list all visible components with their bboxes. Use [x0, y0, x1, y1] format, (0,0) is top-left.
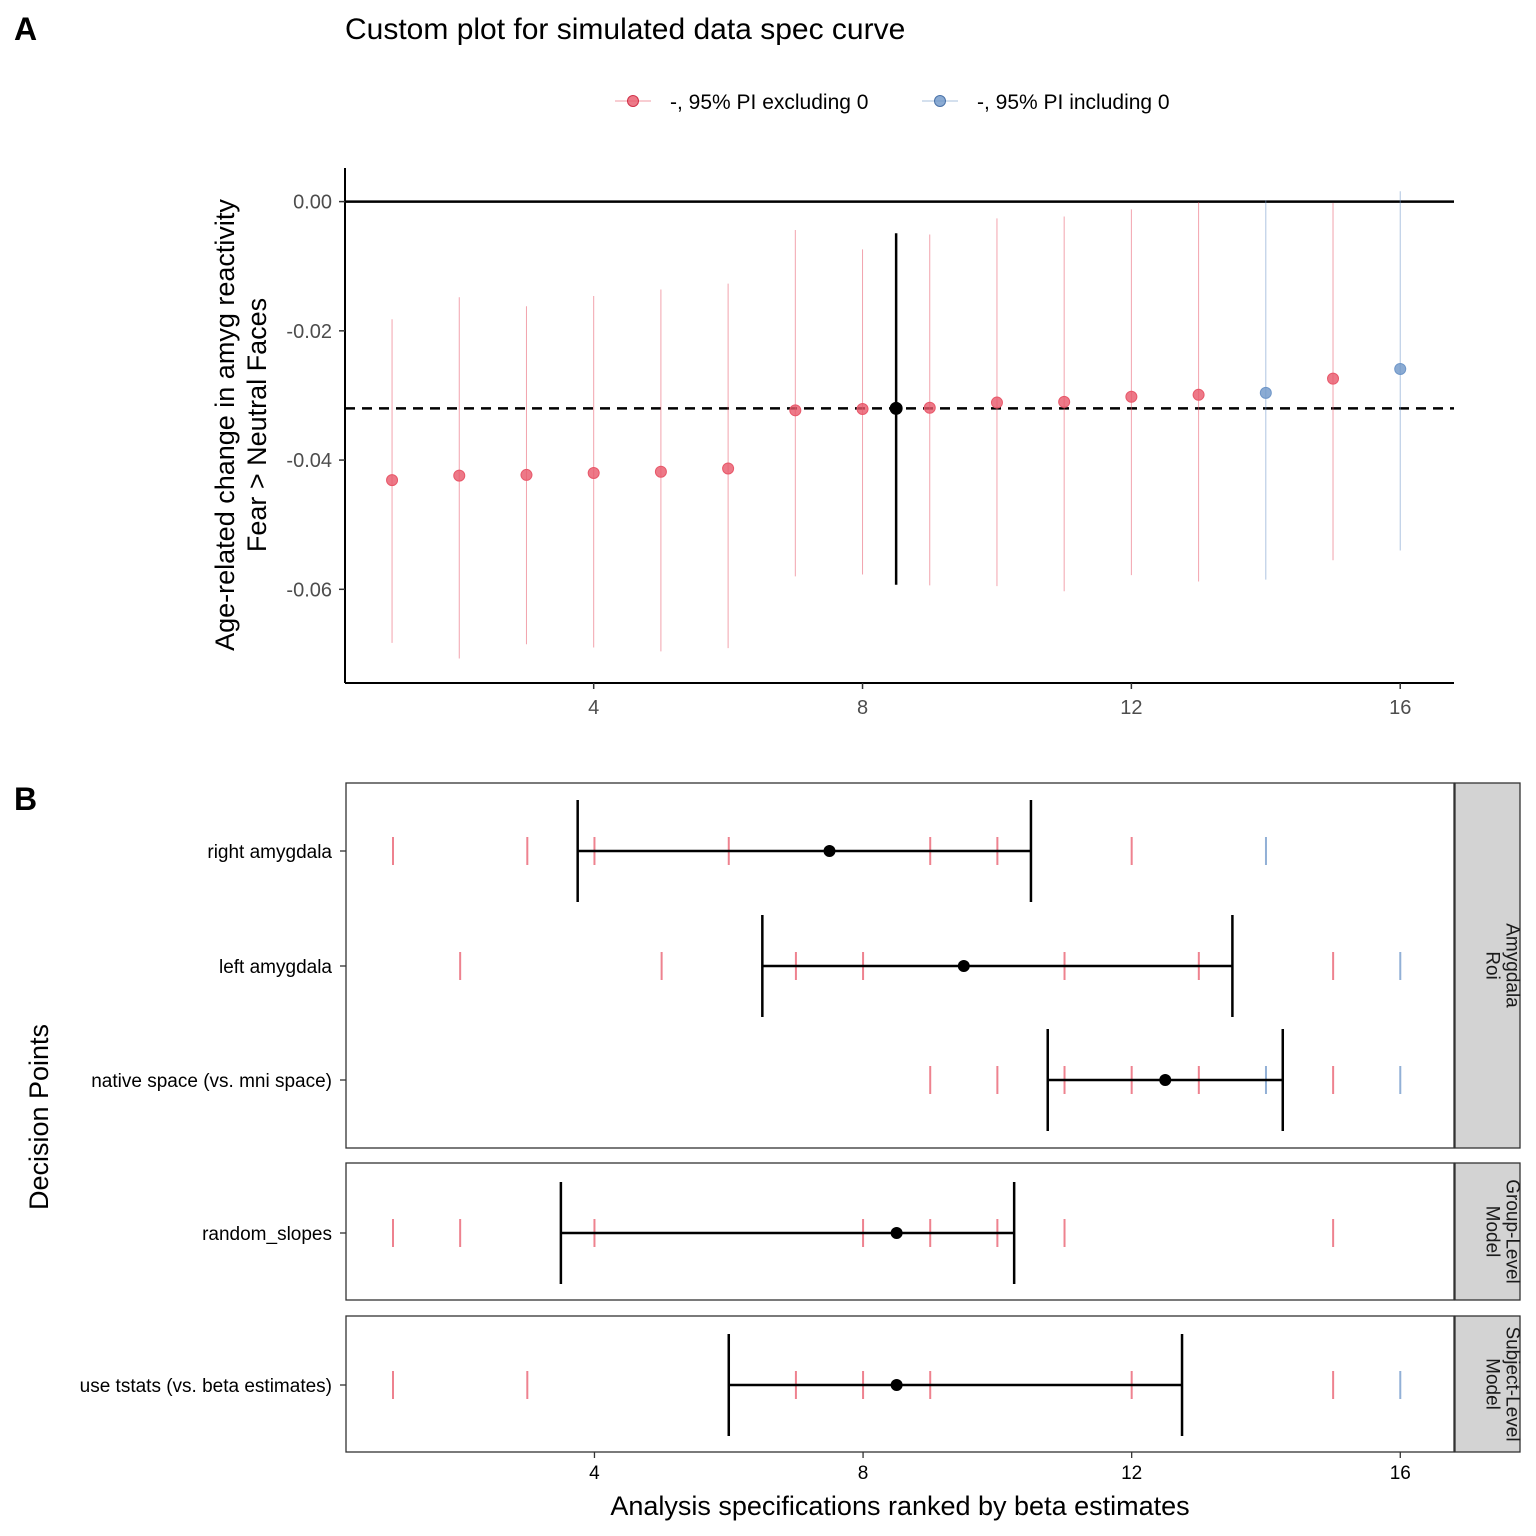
- y-axis-title-line2: Fear > Neutral Faces: [242, 298, 272, 552]
- facet-strip-label-line2: Roi: [1482, 951, 1503, 980]
- estimate-point: [520, 468, 533, 481]
- estimate-point: [453, 469, 466, 482]
- facet-strip: [1454, 1162, 1521, 1301]
- x-tick-label: 12: [1120, 697, 1142, 719]
- decision-row-label: use tstats (vs. beta estimates): [80, 1376, 332, 1397]
- facet-strip-label: AmygdalaRoi: [1482, 923, 1523, 1008]
- y-tick-label: -0.04: [286, 450, 332, 472]
- legend-key-point-including: [934, 95, 946, 107]
- panel-b-plot: AmygdalaRoi right amygdala left amygdala na…: [80, 782, 1523, 1484]
- range-center-point: [823, 845, 836, 857]
- estimate-point: [587, 466, 600, 479]
- facet-strip-label-line2: Model: [1482, 1358, 1503, 1410]
- legend-item-including: -, 95% PI including 0: [922, 91, 1170, 114]
- legend: -, 95% PI excluding 0 -, 95% PI includin…: [615, 91, 1170, 114]
- facet-strip: [1454, 1315, 1521, 1453]
- facet-strip-label-line1: Amygdala: [1502, 923, 1523, 1008]
- x-axis-title-b: Analysis specifications ranked by beta e…: [610, 1491, 1189, 1521]
- estimate-point: [990, 396, 1003, 409]
- estimate-point: [1125, 390, 1138, 403]
- estimate-point: [386, 474, 399, 487]
- range-center-point: [957, 960, 970, 972]
- range-center-point: [1159, 1074, 1172, 1086]
- estimate-point: [1394, 362, 1407, 375]
- range-center-point: [890, 1227, 903, 1239]
- legend-key-point-excluding: [627, 95, 639, 107]
- x-tick-label: 8: [858, 1463, 869, 1484]
- x-tick-label: 8: [857, 697, 868, 719]
- x-tick-label: 12: [1121, 1463, 1142, 1484]
- decision-row-label: right amygdala: [207, 842, 332, 863]
- estimate-point: [856, 403, 869, 416]
- chart-title: Custom plot for simulated data spec curv…: [345, 13, 905, 46]
- legend-label-excluding: -, 95% PI excluding 0: [670, 91, 868, 114]
- x-tick-label: 4: [588, 697, 599, 719]
- panel-a-letter: A: [14, 11, 37, 47]
- estimate-point: [789, 404, 802, 417]
- panel-b-letter: B: [14, 781, 37, 817]
- decision-row-label: random_slopes: [202, 1224, 332, 1245]
- y-axis-title-a: Age-related change in amyg reactivity Fe…: [210, 199, 272, 651]
- y-tick-label: -0.06: [286, 579, 332, 601]
- decision-row-label: left amygdala: [219, 957, 332, 978]
- x-tick-label: 16: [1389, 697, 1411, 719]
- estimate-point: [923, 401, 936, 414]
- estimate-point: [1259, 386, 1272, 399]
- estimate-point: [1192, 388, 1205, 401]
- estimate-point: [654, 465, 667, 478]
- legend-label-including: -, 95% PI including 0: [977, 91, 1170, 114]
- range-center-point: [890, 1379, 903, 1391]
- facet-strip-label: Subject-LevelModel: [1482, 1326, 1523, 1441]
- y-axis-title-line1: Age-related change in amyg reactivity: [210, 199, 240, 651]
- facet-panel: [345, 1162, 1455, 1301]
- facet-strip-label: Group-LevelModel: [1482, 1179, 1523, 1284]
- estimate-point: [722, 462, 735, 475]
- facet-strip-label-line2: Model: [1482, 1206, 1503, 1258]
- x-tick-label: 16: [1390, 1463, 1411, 1484]
- facet-strip-label-line1: Subject-Level: [1502, 1326, 1523, 1441]
- decision-row-label: native space (vs. mni space): [91, 1071, 332, 1092]
- estimate-point: [1058, 395, 1071, 408]
- legend-item-excluding: -, 95% PI excluding 0: [615, 91, 868, 114]
- panel-a-plot: 0.00 -0.02 -0.04 -0.06 4 8 12 16: [286, 168, 1454, 719]
- y-tick-label: -0.02: [286, 321, 332, 343]
- y-axis-title-b: Decision Points: [24, 1024, 54, 1210]
- facet-panel: [345, 1315, 1455, 1453]
- x-tick-label: 4: [589, 1463, 600, 1484]
- estimate-point: [1327, 372, 1340, 385]
- y-tick-label: 0.00: [293, 192, 332, 214]
- facet-strip-label-line1: Group-Level: [1502, 1179, 1523, 1284]
- summary-point: [889, 401, 903, 415]
- facet-strip: [1454, 782, 1521, 1149]
